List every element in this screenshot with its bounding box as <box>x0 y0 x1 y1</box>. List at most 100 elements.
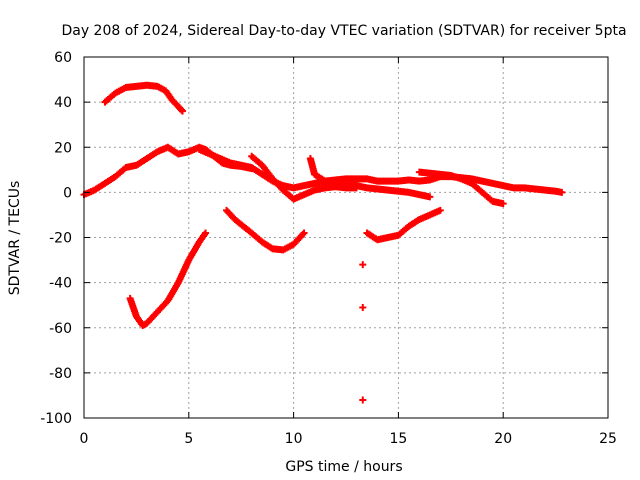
data-point <box>216 155 224 163</box>
data-point <box>162 87 170 95</box>
chart-title: Day 208 of 2024, Sidereal Day-to-day VTE… <box>61 23 626 39</box>
data-point <box>122 164 130 172</box>
data-point <box>300 182 308 190</box>
data-point <box>164 143 172 151</box>
data-point <box>373 177 381 185</box>
data-point <box>153 308 161 316</box>
data-point <box>300 191 308 199</box>
data-point <box>489 197 497 205</box>
data-point <box>248 229 256 237</box>
data-point <box>321 184 329 192</box>
data-point <box>269 175 277 183</box>
data-point <box>384 186 392 194</box>
data-point <box>139 321 147 329</box>
data-point <box>237 161 245 169</box>
data-point <box>478 188 486 196</box>
data-point <box>227 159 235 167</box>
outlier-point <box>359 261 367 269</box>
x-axis-label: GPS time / hours <box>285 459 402 475</box>
data-point <box>311 170 319 178</box>
data-point <box>415 215 423 223</box>
x-tick-label: 0 <box>80 431 89 447</box>
data-point <box>415 177 423 185</box>
y-tick-label: 60 <box>54 50 72 66</box>
data-point <box>384 234 392 241</box>
axis-ticks: 0 5 10 15 20 25 -100 -80 -60 -40 -20 0 20 40 60 <box>40 50 617 447</box>
data-point <box>269 245 277 253</box>
data-point <box>248 164 256 172</box>
data-point <box>510 184 518 192</box>
data-point <box>415 191 423 199</box>
data-point <box>290 195 298 203</box>
data-point <box>405 176 413 184</box>
data-point <box>290 184 298 192</box>
x-tick-label: 25 <box>599 431 617 447</box>
y-axis-label: SDTVAR / TECUs <box>7 181 23 296</box>
data-point <box>223 206 231 214</box>
data-point <box>248 152 256 160</box>
data-point <box>101 98 109 106</box>
data-point <box>132 161 140 169</box>
data-point <box>363 184 371 192</box>
data-point <box>321 177 329 185</box>
data-point <box>489 179 497 187</box>
grid-lines <box>84 57 608 418</box>
data-point <box>342 182 350 190</box>
data-point <box>426 211 434 219</box>
data-point <box>279 246 287 254</box>
data-point <box>174 150 182 158</box>
data-point <box>405 188 413 196</box>
outlier-point <box>359 396 367 404</box>
data-point <box>311 179 319 187</box>
data-point <box>231 215 239 223</box>
data-point <box>478 177 486 185</box>
outlier-point <box>359 303 367 311</box>
data-point <box>499 182 507 190</box>
data-point <box>258 238 266 246</box>
data-point <box>342 175 350 183</box>
data-point <box>436 170 444 178</box>
data-point <box>363 175 371 183</box>
data-point <box>132 82 140 90</box>
data-point <box>394 231 402 239</box>
data-point <box>306 155 314 163</box>
data-point <box>426 169 434 177</box>
data-point <box>111 89 119 97</box>
data-point <box>332 179 340 187</box>
y-tick-label: -100 <box>40 411 72 427</box>
y-tick-label: -80 <box>49 366 72 382</box>
data-point <box>541 186 549 194</box>
x-tick-label: 10 <box>285 431 303 447</box>
data-points <box>80 81 566 404</box>
data-point <box>415 168 423 176</box>
data-point <box>552 187 560 195</box>
x-tick-label: 5 <box>184 431 193 447</box>
y-tick-label: 0 <box>63 185 72 201</box>
data-point <box>153 82 161 90</box>
data-point <box>447 171 455 179</box>
data-point <box>185 256 193 264</box>
data-point <box>174 103 182 111</box>
data-point <box>363 229 371 237</box>
data-point <box>394 177 402 185</box>
data-point <box>206 150 214 158</box>
data-point <box>300 229 308 237</box>
y-tick-label: 20 <box>54 140 72 156</box>
data-point <box>373 185 381 193</box>
data-point <box>258 161 266 169</box>
data-point <box>531 185 539 193</box>
data-point <box>394 187 402 195</box>
data-point <box>202 229 210 237</box>
data-point <box>279 186 287 194</box>
data-point <box>384 177 392 185</box>
y-tick-label: -60 <box>49 321 72 337</box>
data-point <box>436 206 444 214</box>
data-point <box>499 200 507 208</box>
data-point <box>90 186 98 194</box>
y-tick-label: -20 <box>49 231 72 247</box>
y-tick-label: -40 <box>49 276 72 292</box>
data-point <box>352 175 360 183</box>
data-point <box>168 96 176 104</box>
